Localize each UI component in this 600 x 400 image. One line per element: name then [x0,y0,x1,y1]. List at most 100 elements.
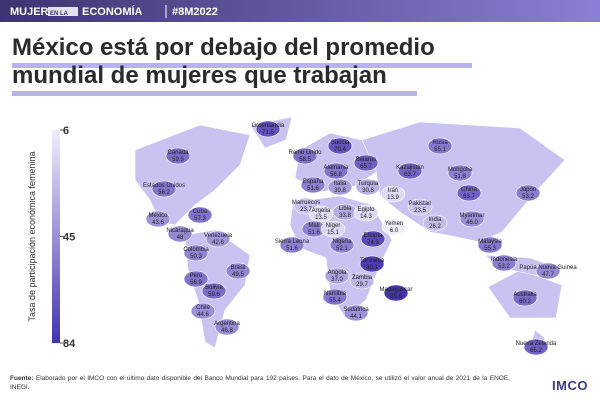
country-name: Etiopía [364,233,383,239]
country-name: Chile [196,305,210,311]
country-region [343,304,369,322]
country-value: 39.8 [334,188,346,194]
country-name: Namibia [324,291,347,297]
country-value: 60.2 [519,299,531,305]
country-region [422,214,448,232]
country-name: Indonesia [491,257,518,263]
country-region [523,338,549,356]
country-region [167,225,193,243]
logo: IMCO [552,378,588,393]
country-region [407,198,433,216]
country-value: 23.7 [300,207,312,213]
country-region [353,154,379,172]
country-region [383,284,409,302]
country-region [320,220,346,238]
country-region [329,236,355,254]
source-text: Elaborado por el IMCO con el último dato… [10,375,510,391]
title-highlight [12,91,417,96]
country-value: 15.1 [327,230,339,236]
brand-text: ECONOMÍA [82,5,143,18]
country-region [355,178,381,196]
country-region [308,205,334,223]
country-name: Níger [326,223,341,229]
country-name: Belarús [356,157,376,163]
country-value: 48 [177,235,184,241]
country-region [214,318,240,336]
country-value: 26.2 [429,224,441,230]
country-region [327,178,353,196]
country-value: 46.8 [221,328,233,334]
country-name: Sierra Leona [275,239,310,245]
country-name: Kazajistán [396,165,424,171]
country-region [459,210,485,228]
country-name: Cuba [193,209,208,215]
country-name: Yemen [385,221,403,227]
country-name: Italia [334,181,347,187]
country-region [300,176,326,194]
country-region [427,137,453,155]
colorbar [52,130,60,343]
header-bar [0,0,600,22]
country-region [380,185,406,203]
country-region [535,262,561,280]
country-region [201,282,227,300]
country-value: 56.8 [330,172,342,178]
country-name: Papúa Nueva Guinea [519,265,577,271]
country-name: Alemania [323,165,349,171]
brand-text: MUJER [10,6,49,18]
brand-box [48,7,78,16]
country-region [456,184,482,202]
country-value: 63.7 [404,172,416,178]
country-name: Rusia [432,140,448,146]
country-value: 56.2 [158,190,170,196]
country-region [327,137,353,155]
country-value: 57.3 [194,216,206,222]
country-name: Malí [308,223,320,229]
country-value: 74.3 [367,240,379,246]
country-region [323,162,349,180]
country-name: Myanmar [459,213,484,219]
country-name: Irán [388,188,398,194]
country-region [190,302,216,320]
country-value: 83.6 [390,294,402,300]
country-value: 47.7 [542,272,554,278]
country-name: Marruecos [292,200,320,206]
country-name: Brasil [230,265,245,271]
country-value: 43.6 [152,220,164,226]
country-name: Tanzania [360,258,385,264]
country-region [165,147,191,165]
country-region [183,270,209,288]
country-region [255,120,281,138]
country-region [359,255,385,273]
country-value: 53.2 [522,194,534,200]
country-name: Estados Unidos [143,183,185,189]
country-name: Australia [513,292,537,298]
country-value: 55.3 [484,246,496,252]
country-value: 6.0 [390,228,399,234]
country-value: 65.2 [530,348,542,354]
country-region [381,218,407,236]
country-name: Madagascar [379,287,412,293]
country-region [512,289,538,307]
country-name: Nigeria [332,239,352,245]
country-value: 42.6 [212,240,224,246]
country-name: Groenlandia [252,123,285,129]
country-name: Argelia [312,208,331,214]
colorbar-tick-label: 6 [63,125,69,137]
country-region [360,230,386,248]
country-region [145,210,171,228]
country-value: 55.4 [329,298,341,304]
brand-text: EN LA [50,11,69,17]
country-name: Libia [339,206,352,212]
country-value: 51.6 [286,246,298,252]
hashtag: #8M2022 [172,6,218,18]
country-name: Zambia [352,275,373,281]
country-value: 52.1 [336,246,348,252]
country-region [279,236,305,254]
country-region [225,262,251,280]
country-value: 63.7 [463,194,475,200]
country-region [353,204,379,222]
country-name: Suecia [331,140,350,146]
